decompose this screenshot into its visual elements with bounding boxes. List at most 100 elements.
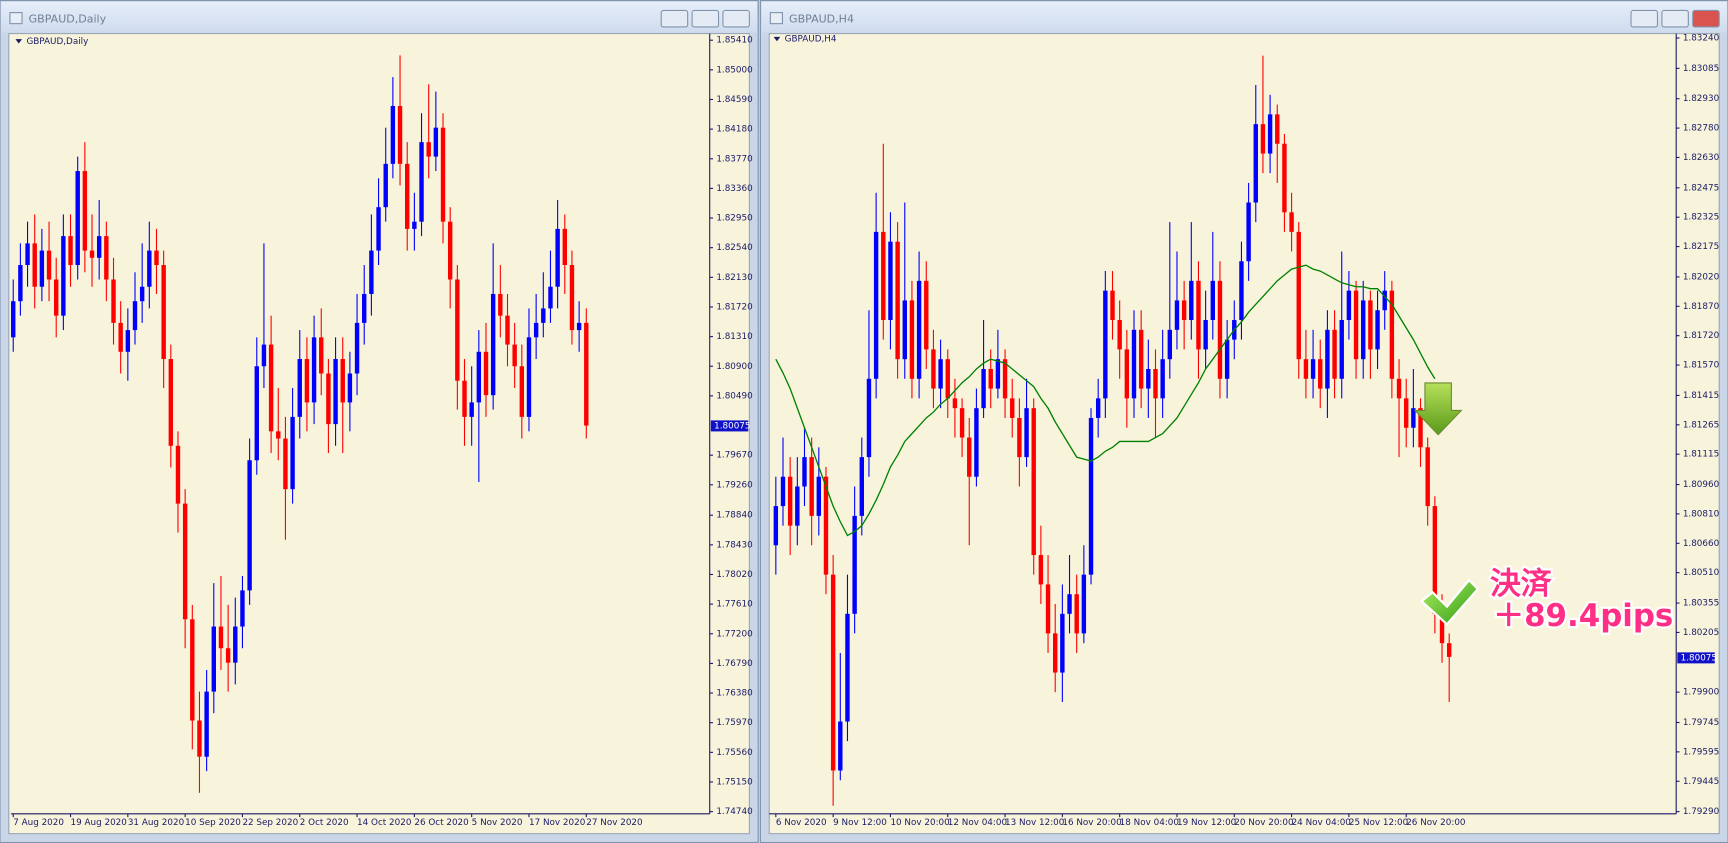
candle-body bbox=[576, 322, 582, 331]
candle-body bbox=[1346, 290, 1352, 321]
candle-body bbox=[405, 163, 410, 229]
candle-body bbox=[82, 171, 88, 251]
candle-body bbox=[1031, 408, 1036, 556]
y-tick-label: 1.84180 bbox=[716, 125, 753, 135]
y-tick-label: 1.82020 bbox=[1683, 272, 1720, 282]
candle-body bbox=[462, 380, 467, 417]
candle-body bbox=[1332, 329, 1337, 379]
candle-body bbox=[1167, 329, 1173, 360]
chart-area bbox=[768, 33, 1720, 835]
x-tick-label: 13 Nov 12:00 bbox=[1005, 818, 1065, 828]
y-tick-label: 1.75560 bbox=[716, 748, 753, 758]
candle-body bbox=[89, 250, 95, 258]
candle-body bbox=[1124, 349, 1130, 399]
annotation-text: ＋89.4pips bbox=[1493, 598, 1673, 634]
candle-body bbox=[1353, 290, 1359, 360]
y-tick-label: 1.81870 bbox=[1683, 302, 1720, 312]
candle-body bbox=[584, 322, 589, 426]
candle-body bbox=[1103, 290, 1108, 399]
candle-body bbox=[533, 322, 539, 338]
candle-body bbox=[390, 105, 396, 164]
candle-body bbox=[25, 243, 30, 266]
title-bar bbox=[1, 1, 758, 33]
candle-body bbox=[319, 337, 324, 374]
candle-body bbox=[376, 207, 381, 251]
x-tick-label: 6 Nov 2020 bbox=[776, 818, 827, 828]
candle-body bbox=[204, 691, 209, 757]
candle-body bbox=[1239, 261, 1244, 321]
candle-body bbox=[995, 359, 1001, 389]
maximize-button[interactable] bbox=[1661, 9, 1689, 28]
candle-body bbox=[182, 503, 188, 620]
candle-body bbox=[1024, 408, 1029, 458]
entry-arrow-icon bbox=[1413, 382, 1463, 436]
candle-body bbox=[75, 171, 80, 266]
candle-body bbox=[498, 293, 503, 316]
moving-average-line bbox=[775, 264, 1436, 537]
candle-body bbox=[1189, 280, 1194, 321]
x-tick-label: 2 Oct 2020 bbox=[300, 818, 349, 828]
chart-title: GBPAUD,Daily bbox=[26, 37, 88, 47]
candle-body bbox=[1146, 368, 1151, 389]
minimize-button[interactable] bbox=[660, 9, 689, 28]
candle-body bbox=[61, 236, 66, 316]
x-tick-label: 9 Nov 12:00 bbox=[833, 818, 887, 828]
candle-body bbox=[780, 476, 786, 507]
candle-body bbox=[1038, 555, 1044, 585]
candle-body bbox=[469, 402, 474, 417]
x-tick-label: 27 Nov 2020 bbox=[586, 818, 643, 828]
y-tick-label: 1.74740 bbox=[716, 807, 753, 817]
candle-body bbox=[311, 337, 317, 403]
x-tick-label: 7 Aug 2020 bbox=[13, 818, 64, 828]
y-tick-label: 1.81720 bbox=[1683, 331, 1720, 341]
y-tick-label: 1.81310 bbox=[716, 332, 753, 342]
candle-body bbox=[268, 344, 274, 432]
candle-body bbox=[555, 228, 560, 287]
candle-body bbox=[1224, 339, 1230, 379]
x-tick-label: 19 Nov 12:00 bbox=[1177, 818, 1237, 828]
y-tick-label: 1.79260 bbox=[716, 480, 753, 490]
close-button[interactable] bbox=[722, 9, 750, 28]
current-price-marker bbox=[1677, 652, 1715, 664]
candle-body bbox=[276, 431, 281, 439]
candle-body bbox=[1289, 212, 1294, 232]
y-tick-label: 1.82325 bbox=[1683, 213, 1719, 223]
candle-body bbox=[426, 142, 431, 157]
candle-body bbox=[1160, 359, 1165, 399]
candle-body bbox=[440, 127, 446, 222]
candle-body bbox=[945, 359, 950, 399]
maximize-button[interactable] bbox=[691, 9, 720, 28]
candle-body bbox=[476, 351, 482, 403]
chart-title: GBPAUD,H4 bbox=[785, 35, 837, 45]
x-tick-label: 26 Oct 2020 bbox=[414, 818, 469, 828]
close-button[interactable] bbox=[1692, 9, 1720, 28]
y-tick-label: 1.82950 bbox=[716, 214, 753, 224]
y-tick-label: 1.80355 bbox=[1683, 599, 1719, 609]
candle-body bbox=[1010, 398, 1015, 418]
y-tick-label: 1.81720 bbox=[716, 302, 753, 312]
y-tick-label: 1.79445 bbox=[1683, 777, 1719, 787]
minimize-button[interactable] bbox=[1630, 9, 1659, 28]
x-tick-label: 24 Nov 04:00 bbox=[1292, 818, 1352, 828]
candle-body bbox=[569, 265, 575, 331]
candle-body bbox=[1131, 329, 1137, 399]
candle-body bbox=[1361, 300, 1366, 360]
candle-body bbox=[168, 359, 174, 446]
candle-body bbox=[1117, 320, 1122, 350]
y-tick-label: 1.84590 bbox=[716, 95, 753, 105]
candle-body bbox=[541, 308, 546, 323]
candle-body bbox=[802, 457, 807, 487]
candle-body bbox=[959, 408, 965, 438]
candle-body bbox=[988, 368, 993, 389]
candle-body bbox=[519, 366, 525, 417]
candle-body bbox=[873, 231, 879, 379]
candle-body bbox=[866, 378, 872, 458]
y-tick-label: 1.80960 bbox=[1683, 480, 1720, 490]
candle-body bbox=[1196, 280, 1201, 350]
y-tick-label: 1.82780 bbox=[1683, 124, 1720, 134]
candle-body bbox=[1318, 359, 1323, 389]
symbol-menu-icon bbox=[773, 36, 781, 42]
candle-body bbox=[981, 368, 986, 409]
candle-body bbox=[125, 330, 131, 352]
